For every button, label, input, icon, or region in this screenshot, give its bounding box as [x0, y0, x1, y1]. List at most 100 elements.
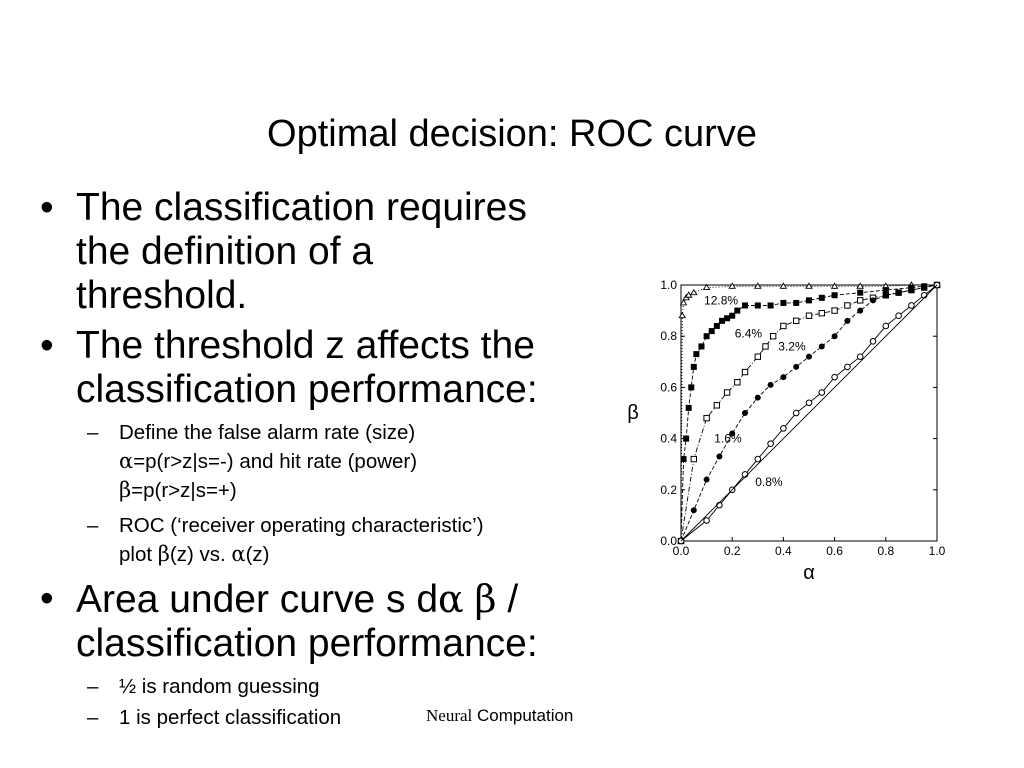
beta-symbol: β: [157, 542, 170, 566]
data-point: [741, 368, 749, 376]
data-point: [882, 292, 889, 299]
caption-serif: Neural: [426, 706, 473, 725]
data-point: [723, 389, 731, 396]
y-axis-label: β: [627, 402, 639, 424]
data-point: [806, 297, 812, 304]
data-point: [718, 317, 725, 324]
subbullet-random: – ½ is random guessing: [40, 672, 620, 701]
text-fragment: Area under curve s d: [76, 578, 439, 621]
bullet-marker: •: [40, 324, 54, 367]
beta-definition: =p(r>z|s=+): [131, 479, 237, 502]
dash-marker: –: [87, 421, 99, 444]
data-point: [680, 456, 687, 463]
data-point: [908, 302, 915, 309]
data-point: [857, 297, 864, 304]
subbullet-rates: – Define the false alarm rate (size) α=p…: [40, 418, 620, 505]
x-tick-label: 0.2: [724, 544, 741, 558]
beta-symbol: β: [119, 478, 132, 502]
x-tick-label: 0.0: [673, 544, 690, 558]
subbullet-line: α=p(r>z|s=-) and hit rate (power): [119, 447, 620, 476]
data-point: [703, 414, 710, 422]
alpha-symbol: α: [231, 542, 246, 566]
data-point: [844, 302, 851, 309]
data-point: [805, 312, 813, 319]
data-point: [921, 284, 928, 291]
data-point: [690, 507, 697, 514]
series-annotation: 6.4%: [735, 327, 763, 341]
subbullet-perfect: – 1 is perfect classification: [40, 703, 620, 732]
y-tick-label: 0.6: [660, 380, 677, 394]
data-point: [767, 381, 774, 388]
data-point: [690, 288, 698, 296]
slide-content: • The classification requires the defini…: [40, 186, 620, 738]
data-point: [895, 289, 902, 296]
bullet-line: the definition of a: [76, 230, 374, 273]
data-point: [805, 399, 813, 407]
text-fragment: /: [496, 578, 519, 621]
data-point: [734, 379, 741, 386]
x-tick-label: 0.4: [775, 544, 792, 558]
data-point: [762, 343, 769, 350]
text-fragment: (z) vs.: [169, 543, 232, 566]
subbullet-line: ROC (‘receiver operating characteristic’…: [119, 514, 484, 537]
data-point: [844, 363, 851, 371]
bullet-marker: •: [40, 186, 54, 229]
data-point: [742, 302, 748, 309]
data-point: [767, 302, 774, 309]
x-axis-label: α: [803, 562, 815, 584]
data-point: [703, 517, 710, 524]
x-tick-label: 0.8: [877, 544, 894, 558]
data-point: [856, 282, 864, 289]
data-point: [702, 283, 711, 291]
alpha-definition: =p(r>z|s=-) and hit rate (power): [133, 450, 418, 473]
data-point: [729, 312, 736, 319]
data-point: [716, 453, 723, 460]
text-fragment: (z): [245, 543, 270, 566]
data-point: [734, 307, 741, 314]
bullet-threshold: • The classification requires the defini…: [40, 186, 620, 318]
alpha-symbol: α: [438, 577, 464, 621]
data-point: [830, 282, 839, 289]
data-point: [908, 287, 915, 294]
data-point: [780, 322, 787, 330]
data-point: [806, 353, 812, 360]
data-point: [805, 282, 813, 289]
data-point: [703, 333, 710, 340]
data-point: [683, 435, 690, 442]
subbullet-line: 1 is perfect classification: [119, 706, 342, 729]
bullet-threshold-effect: • The threshold z affects the classifica…: [40, 324, 620, 412]
data-point: [729, 430, 736, 437]
series-annotation: 3.2%: [778, 339, 806, 353]
data-point: [780, 374, 787, 381]
source-caption: Neural Computation: [426, 706, 573, 726]
data-point: [698, 343, 705, 350]
data-point: [724, 315, 731, 322]
data-point: [856, 353, 864, 360]
data-point: [831, 292, 838, 299]
series-annotation: 12.8%: [704, 293, 738, 307]
y-tick-label: 0.2: [660, 483, 677, 497]
data-point: [780, 425, 787, 432]
data-point: [870, 297, 876, 304]
data-point: [844, 317, 851, 324]
dash-marker: –: [87, 514, 99, 537]
data-point: [690, 363, 697, 370]
data-point: [793, 299, 800, 306]
x-tick-label: 1.0: [929, 544, 946, 558]
dash-marker: –: [87, 675, 99, 698]
series-annotation: 1.6%: [714, 432, 742, 446]
data-point: [895, 312, 902, 320]
subbullet-line: Define the false alarm rate (size): [119, 421, 416, 444]
data-point: [713, 402, 721, 409]
bullet-line: classification performance:: [76, 368, 538, 411]
data-point: [818, 294, 825, 301]
data-point: [882, 287, 889, 294]
caption-rest: Computation: [472, 706, 574, 725]
data-point: [688, 384, 695, 391]
text-fragment: plot: [119, 543, 158, 566]
data-point: [742, 410, 748, 416]
data-point: [754, 302, 761, 309]
data-point: [831, 333, 838, 340]
y-tick-label: 0.0: [660, 534, 677, 548]
slide-title: Optimal decision: ROC curve: [267, 113, 757, 155]
